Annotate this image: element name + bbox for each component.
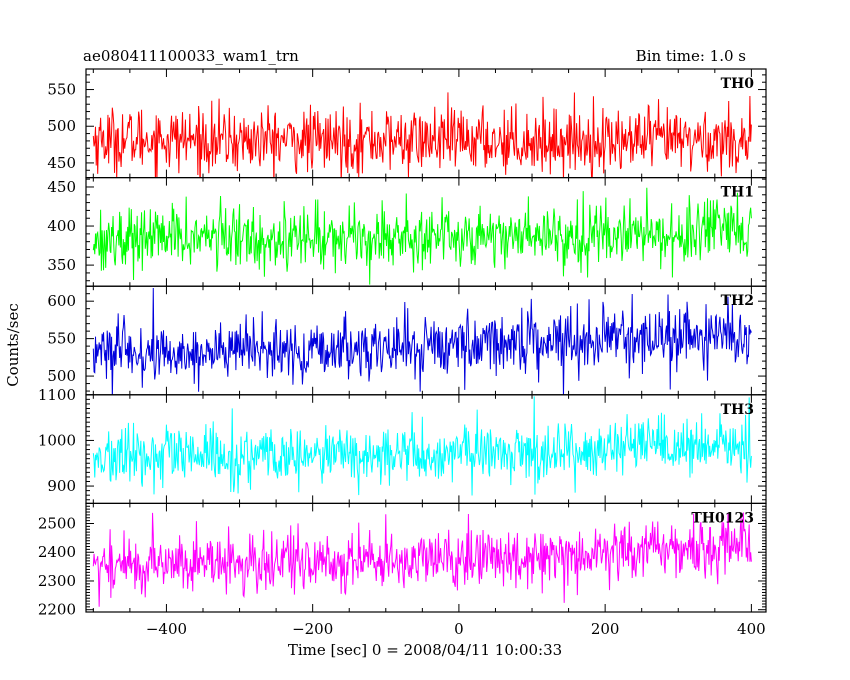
panel-label-th0123: TH0123	[691, 510, 754, 526]
x-tick-label: 0	[454, 620, 464, 638]
y-tick-label-th0: 500	[47, 117, 76, 135]
series-line-th1	[92, 187, 752, 285]
y-tick-label-th2: 500	[47, 367, 76, 385]
panel-frame-th2	[85, 285, 767, 396]
x-tick-label: −400	[146, 620, 187, 638]
y-tick-label-th2: 550	[47, 330, 76, 348]
y-tick-label-th3: 900	[47, 477, 76, 495]
y-tick-label-th1: 400	[47, 217, 76, 235]
y-tick-label-th0: 450	[47, 154, 76, 172]
panel-label-th1: TH1	[721, 185, 754, 201]
chart-subtitle: Bin time: 1.0 s	[636, 47, 746, 65]
y-tick-label-th0123: 2400	[38, 543, 76, 561]
panel-label-th2: TH2	[721, 293, 754, 309]
x-tick-label: −200	[292, 620, 333, 638]
panel-th1: 350 400 450 TH1	[47, 177, 767, 287]
panel-label-th3: TH3	[721, 402, 754, 418]
series-line-th0	[92, 92, 752, 178]
panel-th2: 500 550 600 TH2	[47, 285, 767, 396]
x-tick-label: 200	[591, 620, 620, 638]
panel-label-th0: TH0	[721, 76, 755, 92]
y-tick-label-th0123: 2300	[38, 572, 76, 590]
chart-title: ae080411100033_wam1_trn	[83, 47, 299, 65]
y-axis-label: Counts/sec	[4, 303, 22, 387]
series-line-th2	[92, 288, 752, 395]
y-tick-label-th1: 350	[47, 256, 76, 274]
x-axis-label: Time [sec] 0 = 2008/04/11 10:00:33	[288, 641, 562, 659]
y-tick-label-th3: 1000	[38, 431, 76, 449]
panel-th0123: 2200 2300 2400 2500 TH0123	[38, 502, 767, 619]
y-tick-label-th0: 550	[47, 81, 76, 99]
panel-frame-th0	[85, 68, 767, 179]
series-line-th3	[92, 396, 752, 496]
y-tick-label-th0123: 2500	[38, 515, 76, 533]
panel-th3: 900 1000 1100 TH3	[38, 386, 767, 504]
y-tick-label-th1: 450	[47, 178, 76, 196]
x-axis: −400 −200 0 200 400	[92, 69, 766, 638]
series-line-th0123	[92, 512, 752, 607]
x-tick-label: 400	[737, 620, 766, 638]
y-tick-label-th3: 1100	[38, 386, 76, 404]
y-tick-label-th2: 600	[47, 292, 76, 310]
panels: 450 500 550 TH0 350 400 450 TH1 500 550 600 TH2 900 1…	[38, 68, 767, 619]
y-tick-label-th0123: 2200	[38, 601, 76, 619]
